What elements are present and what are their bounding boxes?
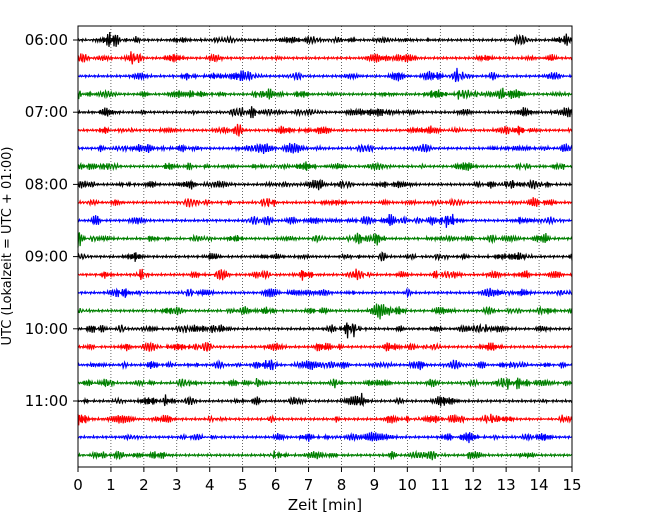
trace-0600	[77, 31, 573, 47]
y-tick-label: 10:00	[25, 320, 68, 338]
trace-1030	[77, 359, 573, 371]
y-tick-label: 11:00	[25, 392, 68, 410]
x-tick-label: 10	[398, 476, 417, 494]
trace-0915	[77, 268, 573, 281]
trace-0845	[77, 232, 573, 248]
trace-0645	[77, 87, 573, 100]
y-tick-label: 08:00	[25, 175, 68, 193]
plot-frame	[77, 25, 573, 468]
trace-0830	[77, 213, 573, 228]
trace-0715	[77, 123, 573, 137]
trace-0700	[77, 106, 573, 119]
trace-1015	[77, 341, 573, 353]
trace-1130	[77, 431, 573, 444]
x-tick-label: 5	[238, 476, 248, 494]
x-tick-label: 3	[172, 476, 182, 494]
trace-0630	[77, 67, 573, 83]
trace-0930	[77, 287, 573, 299]
y-tick-label: 07:00	[25, 103, 68, 121]
trace-0900	[77, 251, 573, 262]
x-tick-label: 11	[431, 476, 450, 494]
x-tick-label: 6	[271, 476, 281, 494]
x-axis-ticks: 0 1 2 3 4 5 6 7 8 9 10 11 12 13 14 15	[73, 467, 582, 494]
y-tick-label: 06:00	[25, 31, 68, 49]
trace-1000	[77, 322, 573, 339]
trace-0615	[77, 51, 573, 65]
y-axis-ticks: 06:00 07:00 08:00 09:00 10:00 11:00	[25, 31, 78, 410]
trace-0745	[77, 161, 573, 172]
x-axis-label: Zeit [min]	[288, 496, 362, 514]
trace-1115	[77, 413, 573, 426]
x-tick-label: 8	[337, 476, 347, 494]
x-tick-label: 2	[139, 476, 149, 494]
x-tick-label: 7	[304, 476, 314, 494]
trace-1045	[77, 377, 573, 390]
trace-0800	[77, 178, 573, 191]
y-axis-label: UTC (Lokalzeit = UTC + 01:00)	[0, 147, 15, 346]
x-tick-label: 15	[562, 476, 581, 494]
trace-0815	[77, 197, 573, 208]
trace-0945	[77, 303, 573, 320]
x-tick-label: 4	[205, 476, 215, 494]
trace-1100	[77, 392, 573, 408]
trace-0730	[77, 142, 573, 154]
x-tick-label: 0	[73, 476, 83, 494]
x-tick-label: 1	[106, 476, 116, 494]
x-tick-label: 9	[370, 476, 380, 494]
x-tick-label: 14	[530, 476, 549, 494]
x-tick-label: 13	[497, 476, 516, 494]
y-tick-label: 09:00	[25, 248, 68, 266]
trace-1145	[77, 449, 573, 461]
traces	[77, 31, 573, 461]
x-tick-label: 12	[464, 476, 483, 494]
